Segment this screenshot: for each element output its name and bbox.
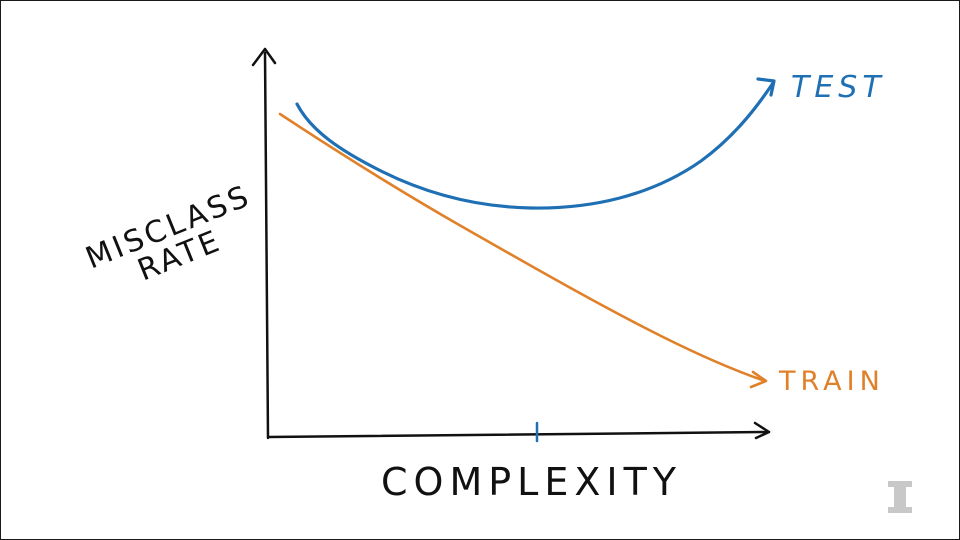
train-curve-arrowhead [749, 370, 768, 389]
x-axis [266, 430, 771, 439]
test-curve [295, 81, 775, 210]
train-curve [278, 112, 767, 383]
train-curve-label: TRAIN [778, 366, 885, 397]
y-axis-arrowhead [251, 47, 277, 67]
y-axis [263, 51, 270, 440]
x-axis-label: COMPLEXITY [381, 460, 682, 504]
block-i-logo [888, 481, 912, 513]
test-curve-label: TEST [791, 70, 886, 105]
test-curve-arrowhead [756, 77, 776, 97]
x-axis-arrowhead [753, 421, 771, 440]
